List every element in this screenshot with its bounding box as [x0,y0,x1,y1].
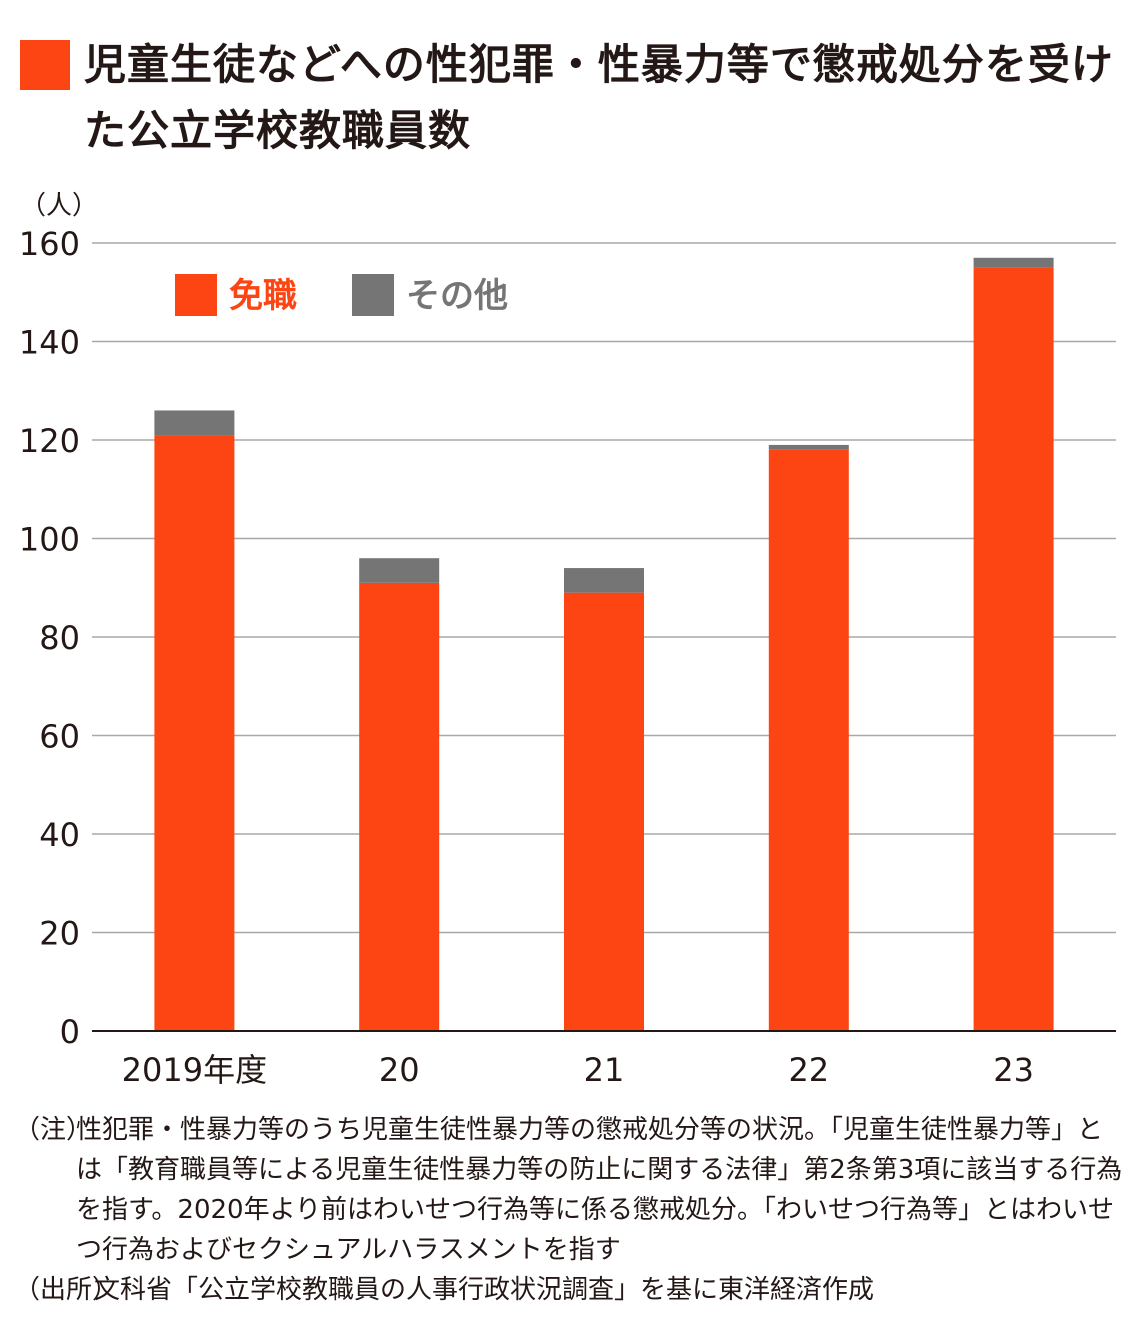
y-tick-label: 160 [19,225,80,263]
y-axis-unit-label: （人） [20,191,98,221]
bar-other [973,257,1054,268]
y-tick-label: 80 [39,619,80,657]
source-text: 文科省「公立学校教職員の人事行政状況調査」を基に東洋経済作成 [94,1275,875,1305]
legend-swatch [352,274,394,316]
x-tick-label: 21 [584,1051,625,1089]
legend: 免職 その他 [175,274,508,316]
bar-other [359,558,440,583]
note-text: 性犯罪・性暴力等のうち児童生徒性暴力等の懲戒処分等の状況。「児童生徒性暴力等」と… [76,1115,1123,1265]
y-tick-label: 60 [39,718,80,756]
y-tick-label: 100 [19,521,80,559]
chart-title: 児童生徒などへの性犯罪・性暴力等で懲戒処分を受けた公立学校教職員数 [84,40,1114,155]
bar-dismissal [154,435,235,1031]
bar-dismissal [564,592,644,1031]
note: （注） 性犯罪・性暴力等のうち児童生徒性暴力等の懲戒処分等の状況。「児童生徒性暴… [14,1110,1124,1270]
axes: （人） 0 20 40 60 80 100 120 140 160 2019年度 20 21 22 23 [19,191,1116,1089]
bar-dismissal [359,582,440,1031]
bar-other [564,568,644,593]
y-tick-label: 120 [19,422,80,460]
source: （出所） 文科省「公立学校教職員の人事行政状況調査」を基に東洋経済作成 [14,1270,1124,1310]
bar-other [768,444,849,450]
legend-label: その他 [406,276,508,316]
bar-other [154,410,235,436]
bar-dismissal [768,449,849,1032]
legend-label: 免職 [229,276,297,316]
stacked-bar-chart: （人） 0 20 40 60 80 100 120 140 160 2019年度 20 21 22 23 免… [19,191,1116,1089]
x-tick-label: 20 [379,1051,420,1089]
y-tick-label: 40 [39,816,80,854]
bars [154,257,1054,1032]
y-tick-label: 140 [19,324,80,362]
bar-dismissal [973,267,1054,1031]
x-tick-label: 22 [788,1051,829,1089]
y-tick-label: 20 [39,915,80,953]
note-tag: （注） [14,1115,93,1145]
footnotes: （注） 性犯罪・性暴力等のうち児童生徒性暴力等の懲戒処分等の状況。「児童生徒性暴… [14,1110,1124,1310]
y-tick-label: 0 [60,1013,80,1051]
x-tick-label: 2019年度 [122,1051,267,1089]
x-tick-label: 23 [993,1051,1034,1089]
title-marker-square [20,40,70,90]
legend-swatch [175,274,217,316]
source-tag: （出所） [14,1275,119,1305]
